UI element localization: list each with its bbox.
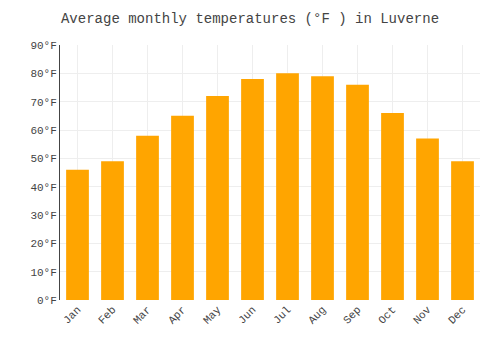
svg-text:Mar: Mar <box>131 304 153 326</box>
svg-text:May: May <box>201 304 224 327</box>
svg-text:Jan: Jan <box>61 304 83 326</box>
svg-text:Aug: Aug <box>306 304 328 326</box>
svg-text:Apr: Apr <box>166 304 188 326</box>
svg-text:Nov: Nov <box>411 304 434 327</box>
svg-text:20°F: 20°F <box>30 238 56 250</box>
svg-text:80°F: 80°F <box>30 68 56 80</box>
svg-text:30°F: 30°F <box>30 210 56 222</box>
svg-text:60°F: 60°F <box>30 125 56 137</box>
svg-text:90°F: 90°F <box>30 40 56 52</box>
svg-text:Jun: Jun <box>236 304 258 326</box>
svg-text:70°F: 70°F <box>30 97 56 109</box>
svg-text:Oct: Oct <box>376 304 398 326</box>
svg-text:0°F: 0°F <box>37 295 57 307</box>
svg-text:Average monthly temperatures (: Average monthly temperatures (°F ) in Lu… <box>61 11 439 27</box>
svg-text:Dec: Dec <box>446 304 468 326</box>
svg-text:Jul: Jul <box>271 304 293 326</box>
svg-text:Sep: Sep <box>341 304 363 326</box>
svg-text:40°F: 40°F <box>30 182 56 194</box>
svg-text:Feb: Feb <box>96 304 118 326</box>
svg-text:50°F: 50°F <box>30 153 56 165</box>
svg-text:10°F: 10°F <box>30 267 56 279</box>
